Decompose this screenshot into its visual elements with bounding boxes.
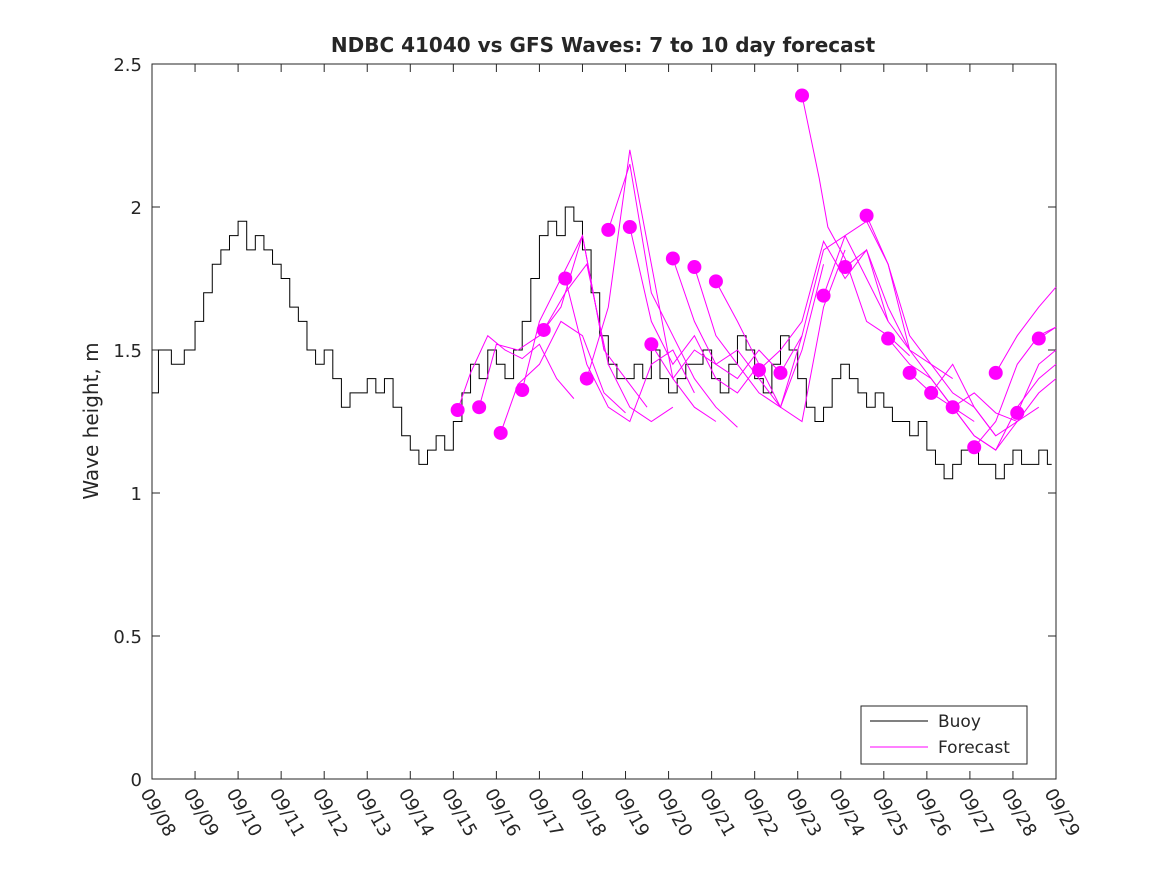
forecast-start-point: [472, 400, 487, 415]
y-tick-label: 0: [131, 770, 142, 791]
forecast-start-point: [1010, 405, 1025, 420]
legend-buoy-label: Buoy: [938, 712, 981, 732]
forecast-start-point: [945, 400, 960, 415]
forecast-start-point: [902, 365, 917, 380]
forecast-start-point: [773, 365, 788, 380]
forecast-start-point: [493, 425, 508, 440]
forecast-start-point: [622, 220, 637, 235]
forecast-start-point: [515, 383, 530, 398]
y-tick-label: 1.5: [113, 341, 142, 362]
forecast-run-line: [629, 226, 760, 394]
forecast-start-point: [988, 365, 1003, 380]
forecast-run-line: [693, 264, 825, 408]
forecast-run-line: [607, 163, 738, 428]
forecast-run-line: [521, 234, 648, 408]
forecast-run-line: [457, 334, 575, 411]
y-tick-label: 2: [131, 198, 142, 219]
y-tick-label: 2.5: [113, 55, 142, 76]
forecast-run-line: [500, 320, 626, 434]
forecast-start-point: [536, 322, 551, 337]
forecast-start-point: [708, 274, 723, 289]
forecast-start-point: [450, 403, 465, 418]
legend-box: [860, 705, 1028, 765]
chart-title: NDBC 41040 vs GFS Waves: 7 to 10 day for…: [331, 33, 876, 57]
forecast-run-line: [1016, 349, 1057, 414]
forecast-start-point: [644, 337, 659, 352]
forecast-start-point: [859, 208, 874, 223]
forecast-start-point: [665, 251, 680, 266]
forecast-start-point: [751, 363, 766, 378]
forecast-start-point: [881, 331, 896, 346]
y-tick-label: 0.5: [113, 627, 142, 648]
forecast-run-line: [995, 286, 1057, 374]
legend: Buoy Forecast: [860, 705, 1028, 765]
forecast-start-point: [558, 271, 573, 286]
forecast-run-line: [543, 263, 674, 423]
forecast-start-point: [924, 385, 939, 400]
forecast-start-point: [579, 371, 594, 386]
legend-forecast-label: Forecast: [938, 738, 1010, 758]
forecast-start-point: [1031, 331, 1046, 346]
forecast-start-point: [838, 260, 853, 275]
forecast-run-line: [973, 326, 1057, 448]
y-axis-label: Wave height, m: [79, 342, 103, 499]
forecast-run-line: [715, 249, 846, 423]
forecast-start-point: [967, 440, 982, 455]
forecast-run-line: [586, 149, 717, 422]
axes-frame: [151, 63, 1057, 780]
forecast-run-line: [564, 278, 695, 423]
forecast-start-point: [601, 222, 616, 237]
forecast-start-point: [687, 260, 702, 275]
forecast-run-line: [952, 378, 1057, 451]
y-tick-label: 1: [131, 484, 142, 505]
forecast-start-point: [816, 288, 831, 303]
forecast-start-point: [795, 88, 810, 103]
